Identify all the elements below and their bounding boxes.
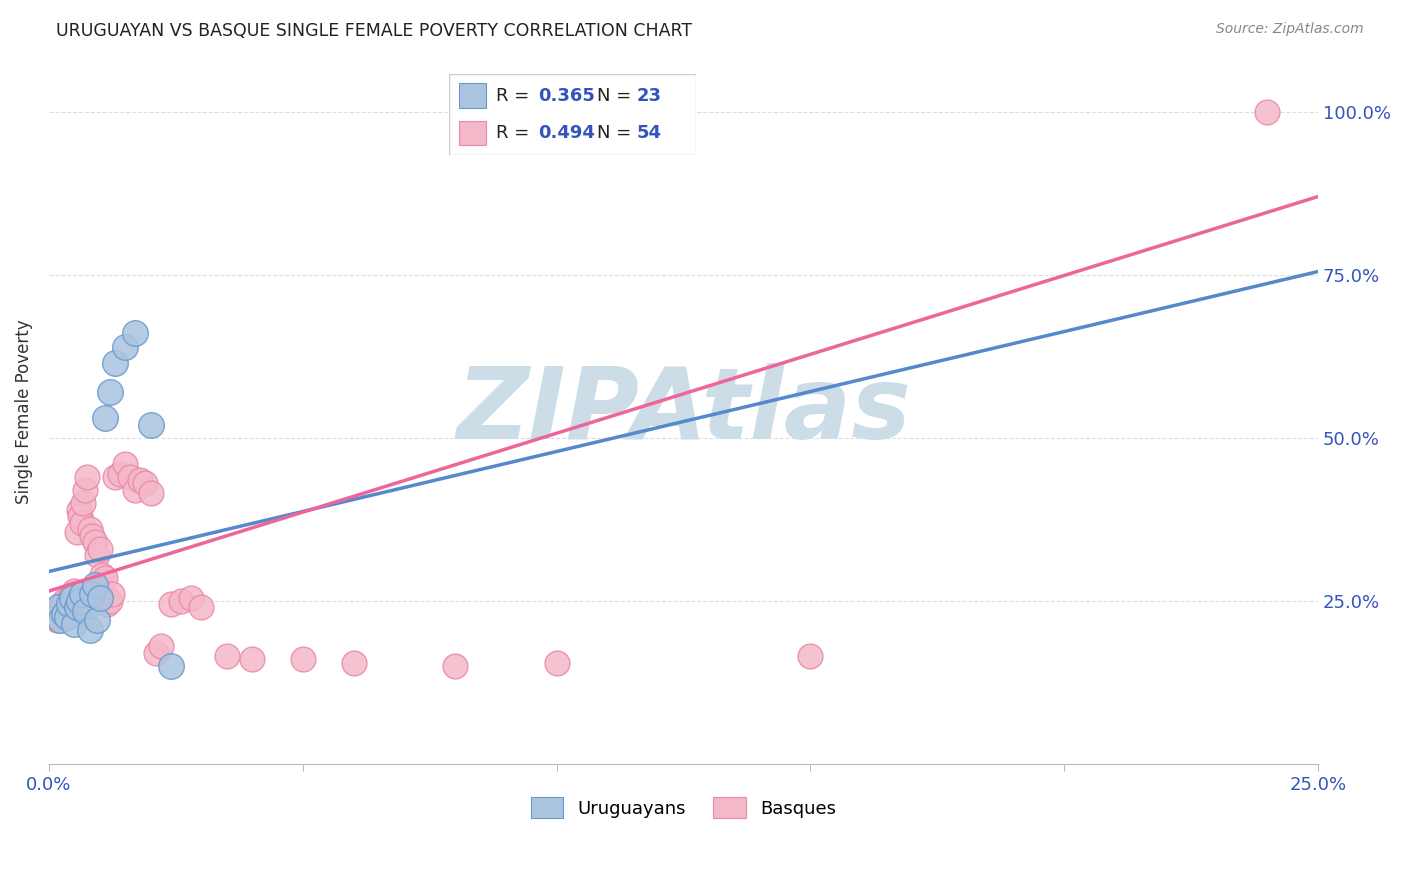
- Point: [291, 652, 314, 666]
- Point: [104, 470, 127, 484]
- Point: [91, 567, 114, 582]
- Point: [139, 417, 162, 432]
- Text: URUGUAYAN VS BASQUE SINGLE FEMALE POVERTY CORRELATION CHART: URUGUAYAN VS BASQUE SINGLE FEMALE POVERT…: [56, 22, 692, 40]
- Point: [73, 483, 96, 497]
- Point: [48, 600, 70, 615]
- Point: [49, 613, 72, 627]
- Point: [59, 591, 82, 605]
- Point: [96, 597, 118, 611]
- Point: [58, 594, 80, 608]
- Point: [1256, 104, 1278, 119]
- Point: [82, 587, 104, 601]
- Point: [69, 509, 91, 524]
- Point: [73, 604, 96, 618]
- Point: [67, 502, 90, 516]
- Point: [63, 616, 86, 631]
- Point: [89, 541, 111, 556]
- Point: [79, 623, 101, 637]
- Point: [89, 591, 111, 605]
- Point: [94, 411, 117, 425]
- Point: [52, 607, 75, 621]
- Point: [101, 587, 124, 601]
- Point: [83, 577, 105, 591]
- Point: [170, 594, 193, 608]
- Legend: Uruguayans, Basques: Uruguayans, Basques: [523, 790, 844, 825]
- Point: [94, 571, 117, 585]
- Point: [180, 591, 202, 605]
- Point: [72, 496, 94, 510]
- Point: [51, 597, 73, 611]
- Point: [124, 326, 146, 341]
- Point: [139, 486, 162, 500]
- Point: [86, 548, 108, 562]
- Point: [46, 610, 69, 624]
- Point: [53, 610, 76, 624]
- Point: [66, 525, 89, 540]
- Point: [799, 649, 821, 664]
- Point: [53, 594, 76, 608]
- Point: [55, 604, 77, 618]
- Point: [159, 597, 181, 611]
- Point: [98, 385, 121, 400]
- Point: [83, 535, 105, 549]
- Point: [53, 607, 76, 621]
- Point: [70, 587, 93, 601]
- Point: [129, 473, 152, 487]
- Point: [46, 600, 69, 615]
- Point: [82, 528, 104, 542]
- Point: [114, 339, 136, 353]
- Point: [114, 457, 136, 471]
- Point: [104, 356, 127, 370]
- Point: [56, 597, 79, 611]
- Point: [215, 649, 238, 664]
- Point: [70, 516, 93, 530]
- Point: [55, 610, 77, 624]
- Text: Source: ZipAtlas.com: Source: ZipAtlas.com: [1216, 22, 1364, 37]
- Point: [58, 597, 80, 611]
- Point: [67, 594, 90, 608]
- Point: [63, 584, 86, 599]
- Point: [546, 656, 568, 670]
- Point: [190, 600, 212, 615]
- Point: [60, 587, 83, 601]
- Text: ZIPAtlas: ZIPAtlas: [456, 363, 911, 460]
- Point: [86, 613, 108, 627]
- Point: [60, 591, 83, 605]
- Point: [342, 656, 364, 670]
- Point: [240, 652, 263, 666]
- Point: [120, 470, 142, 484]
- Point: [108, 467, 131, 481]
- Point: [79, 522, 101, 536]
- Point: [66, 600, 89, 615]
- Point: [159, 659, 181, 673]
- Point: [45, 613, 67, 627]
- Point: [49, 604, 72, 618]
- Point: [124, 483, 146, 497]
- Point: [98, 594, 121, 608]
- Point: [134, 476, 156, 491]
- Point: [444, 659, 467, 673]
- Point: [149, 640, 172, 654]
- Y-axis label: Single Female Poverty: Single Female Poverty: [15, 319, 32, 504]
- Point: [42, 607, 65, 621]
- Point: [145, 646, 167, 660]
- Point: [76, 470, 98, 484]
